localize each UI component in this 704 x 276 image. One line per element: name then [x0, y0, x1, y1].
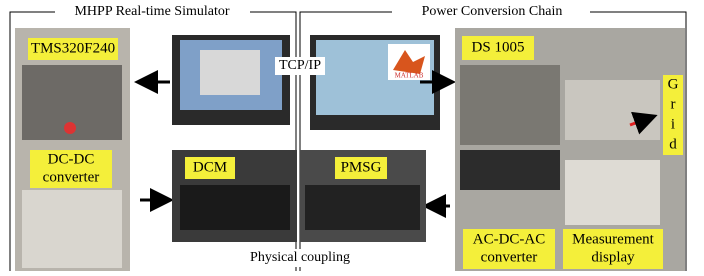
label: converter	[43, 169, 100, 185]
label: G	[668, 76, 679, 92]
motor	[305, 185, 420, 230]
label: PMSG	[341, 159, 382, 175]
label: d	[669, 136, 677, 152]
label: TCP/IP	[279, 58, 321, 73]
panel	[22, 190, 122, 268]
panel	[460, 150, 560, 190]
label: Physical coupling	[250, 250, 350, 265]
label: AC-DC-AC	[473, 231, 546, 247]
label: DS 1005	[472, 39, 525, 55]
panel	[460, 65, 560, 145]
label: TMS320F240	[31, 40, 115, 56]
label: i	[671, 116, 675, 132]
section-title: Power Conversion Chain	[422, 4, 563, 19]
label: display	[591, 249, 635, 265]
figure: MHPP Real-time Simulator Power Conversio…	[0, 0, 704, 271]
label: converter	[481, 249, 538, 265]
section-title: MHPP Real-time Simulator	[74, 4, 229, 19]
panel	[565, 80, 660, 140]
button	[64, 122, 76, 134]
label: Measurement	[572, 231, 654, 247]
window	[200, 50, 260, 95]
logo-text: MATLAB	[395, 72, 424, 80]
label: DCM	[193, 159, 227, 175]
label: DC-DC	[48, 151, 95, 167]
panel	[565, 160, 660, 225]
label: r	[671, 96, 676, 112]
motor	[180, 185, 290, 230]
